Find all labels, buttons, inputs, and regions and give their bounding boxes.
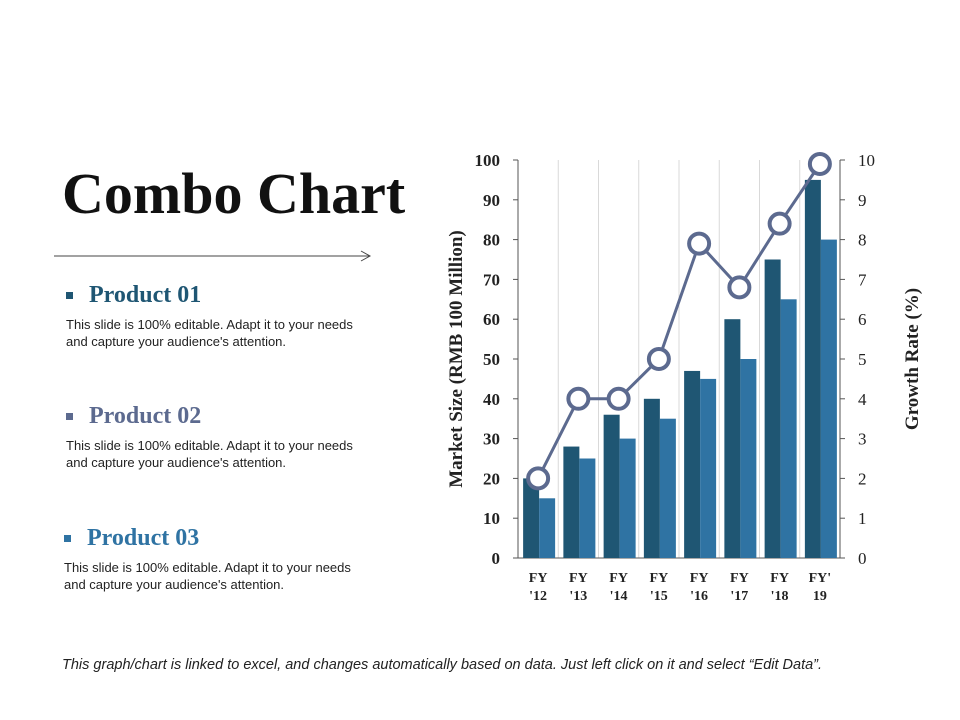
bar <box>740 359 757 558</box>
y2-tick-label: 7 <box>858 270 867 289</box>
y-axis-title: Market Size (RMB 100 Million) <box>446 230 467 488</box>
y-tick-label: 40 <box>483 390 500 409</box>
y2-tick-label: 5 <box>858 350 867 369</box>
product-block-2: Product 02 This slide is 100% editable. … <box>66 403 356 471</box>
bar <box>523 478 540 558</box>
product-block-1: Product 01 This slide is 100% editable. … <box>66 282 356 350</box>
x-tick-label: FY '14 <box>609 571 628 604</box>
bullet-icon <box>66 292 73 299</box>
growth-point <box>727 275 752 300</box>
y2-tick-label: 10 <box>858 151 875 170</box>
growth-point <box>646 347 671 371</box>
y2-tick-label: 0 <box>858 549 867 568</box>
page-title: Combo Chart <box>62 161 406 226</box>
y2-axis-title: Growth Rate (%) <box>902 288 923 430</box>
y-tick-label: 10 <box>483 509 500 528</box>
y2-tick-label: 3 <box>858 430 867 449</box>
x-tick-label: FY '17 <box>730 571 749 604</box>
growth-point <box>566 386 591 411</box>
product-name-2: Product 02 <box>89 403 202 429</box>
y2-tick-label: 8 <box>858 231 867 250</box>
product-desc-3: This slide is 100% editable. Adapt it to… <box>64 560 351 592</box>
x-tick-label: FY '18 <box>770 571 789 604</box>
growth-point <box>526 466 551 491</box>
x-tick-label: FY '13 <box>569 571 588 604</box>
bar <box>684 370 701 558</box>
x-tick-label: FY '12 <box>529 571 548 604</box>
growth-point <box>767 211 792 236</box>
growth-point <box>687 231 712 256</box>
bullet-icon <box>64 535 71 542</box>
bar <box>780 299 797 558</box>
y-tick-label: 30 <box>483 430 500 449</box>
product-name-1: Product 01 <box>89 282 202 308</box>
bar <box>659 418 676 558</box>
y-tick-label: 70 <box>483 270 500 289</box>
y2-tick-label: 4 <box>858 390 867 409</box>
bar <box>643 398 660 558</box>
combo-chart: 0 10 20 30 40 50 60 70 80 90 100 0 1 2 3 4 5 6 7 8 9 10 FY '12 F… <box>446 151 923 604</box>
y2-tick-label: 9 <box>858 191 867 210</box>
y-tick-label: 80 <box>483 231 500 250</box>
product-desc-2: This slide is 100% editable. Adapt it to… <box>66 438 353 470</box>
bullet-icon <box>66 413 73 420</box>
y-tick-label: 100 <box>475 151 501 170</box>
product-block-3: Product 03 This slide is 100% editable. … <box>64 525 354 593</box>
product-desc-1: This slide is 100% editable. Adapt it to… <box>66 317 353 349</box>
y-tick-label: 50 <box>483 350 500 369</box>
growth-point <box>606 386 631 411</box>
x-tick-label: FY '16 <box>690 571 709 604</box>
bar <box>724 319 741 558</box>
product-name-3: Product 03 <box>87 525 200 551</box>
y-tick-label: 20 <box>483 469 500 488</box>
y-tick-label: 0 <box>492 549 501 568</box>
footer-note: This graph/chart is linked to excel, and… <box>62 657 823 673</box>
growth-point <box>807 151 832 176</box>
title-divider-arrow <box>54 250 372 262</box>
x-tick-label: FY '15 <box>650 571 669 604</box>
x-tick-label: FY' 19 <box>809 571 832 604</box>
y2-tick-label: 2 <box>858 469 867 488</box>
bar <box>820 239 837 558</box>
bar <box>804 179 821 558</box>
y2-tick-label: 6 <box>858 310 867 329</box>
bar <box>579 458 596 558</box>
bar <box>603 414 620 558</box>
bar <box>764 259 781 558</box>
y2-tick-label: 1 <box>858 509 867 528</box>
bar <box>563 446 580 558</box>
bar <box>700 378 717 558</box>
y-tick-label: 90 <box>483 191 500 210</box>
bar <box>619 438 636 558</box>
bar <box>539 498 556 558</box>
y-tick-label: 60 <box>483 310 500 329</box>
